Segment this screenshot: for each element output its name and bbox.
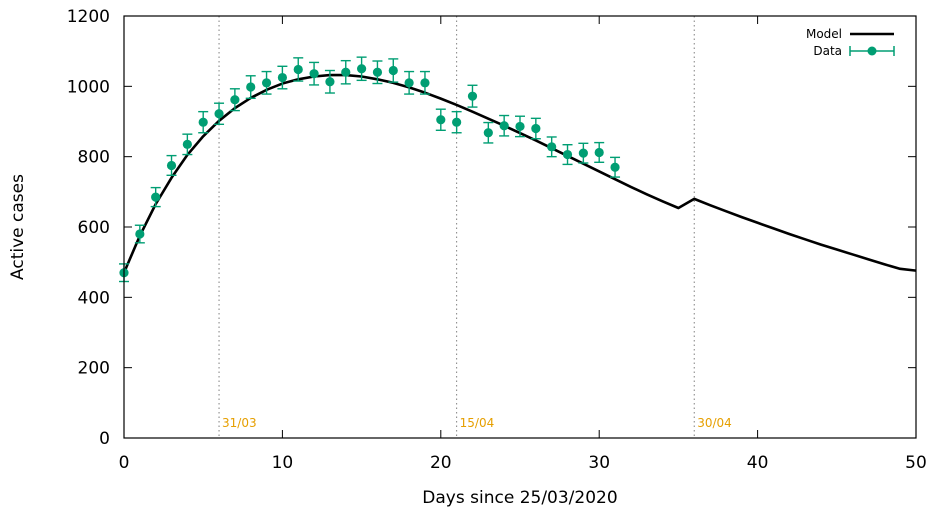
date-markers: 31/03 15/04 30/04 xyxy=(218,16,732,438)
data-point xyxy=(435,108,446,131)
data-point xyxy=(419,70,430,95)
data-point xyxy=(261,70,272,95)
y-tick-label: 1000 xyxy=(67,77,110,97)
data-point xyxy=(277,65,288,90)
tick-labels: 0 10 20 30 40 50 0 200 400 600 800 1000 1200 xyxy=(67,7,927,473)
legend-swatch-data xyxy=(849,46,895,56)
data-point xyxy=(530,117,541,140)
plot-frame xyxy=(123,15,917,439)
date-marker-label: 31/03 xyxy=(222,416,257,430)
data-point xyxy=(578,142,589,164)
x-tick-label: 10 xyxy=(272,453,294,473)
date-marker-label: 15/04 xyxy=(460,416,495,430)
data-point xyxy=(562,144,573,166)
data-point xyxy=(388,58,399,83)
y-tick-label: 800 xyxy=(78,148,110,168)
data-point xyxy=(546,136,557,158)
data-point xyxy=(134,224,145,244)
data-point xyxy=(340,59,351,85)
date-marker-label: 30/04 xyxy=(697,416,732,430)
y-tick-label: 400 xyxy=(78,288,110,308)
data-point xyxy=(229,88,240,112)
data-point xyxy=(372,60,383,85)
data-point xyxy=(610,156,621,178)
legend: Model Data xyxy=(806,27,895,58)
x-tick-label: 40 xyxy=(747,453,769,473)
legend-label-model: Model xyxy=(806,27,842,41)
legend-label-data: Data xyxy=(813,44,842,58)
data-point xyxy=(324,69,335,94)
y-tick-label: 200 xyxy=(78,359,110,379)
x-tick-label: 0 xyxy=(119,453,130,473)
data-point xyxy=(594,141,605,163)
x-tick-label: 50 xyxy=(905,453,927,473)
data-point xyxy=(293,57,304,82)
y-tick-label: 600 xyxy=(78,218,110,238)
data-series xyxy=(119,56,621,283)
data-point xyxy=(198,110,209,134)
data-point xyxy=(404,70,415,95)
data-point xyxy=(515,115,525,138)
y-tick-label: 0 xyxy=(99,429,110,449)
data-point xyxy=(483,121,494,144)
x-tick-label: 20 xyxy=(430,453,452,473)
data-point xyxy=(150,186,161,208)
data-point xyxy=(451,110,462,134)
data-point xyxy=(467,84,478,108)
data-point xyxy=(182,133,193,156)
x-tick-label: 30 xyxy=(588,453,610,473)
x-axis-title: Days since 25/03/2020 xyxy=(422,488,617,508)
y-tick-label: 1200 xyxy=(67,7,110,27)
data-point xyxy=(214,102,225,126)
data-point xyxy=(245,75,256,99)
data-point xyxy=(309,61,320,86)
data-point xyxy=(356,56,367,82)
y-axis-title: Active cases xyxy=(8,174,28,280)
data-point xyxy=(166,154,177,177)
data-point xyxy=(499,114,510,137)
